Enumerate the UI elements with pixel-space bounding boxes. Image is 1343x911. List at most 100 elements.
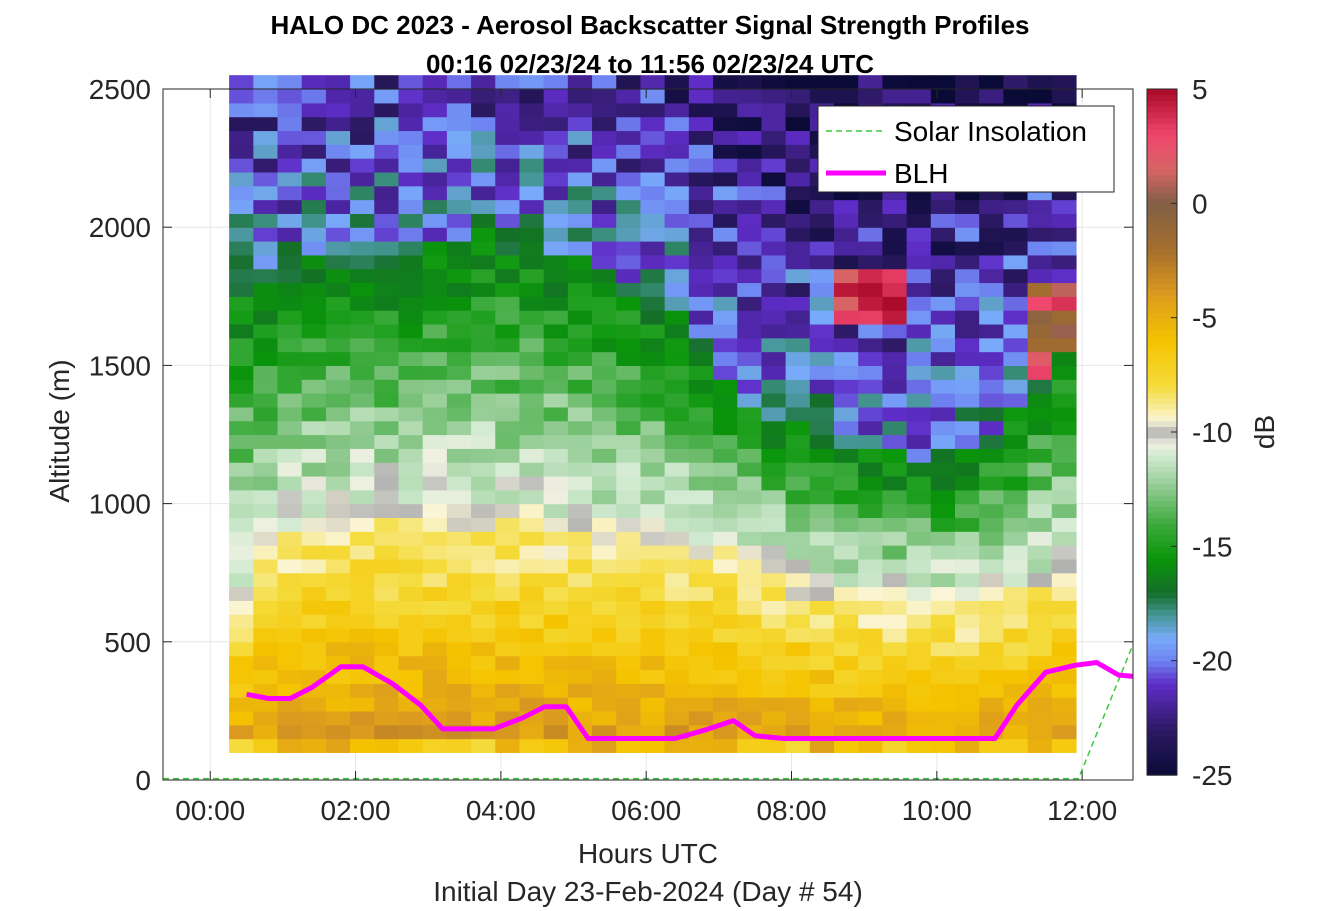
heatmap-cell	[1003, 738, 1029, 753]
heatmap-cell	[1051, 282, 1077, 297]
heatmap-cell	[858, 420, 883, 436]
heatmap-cell	[471, 710, 496, 726]
heatmap-cell	[785, 462, 811, 477]
heatmap-cell	[398, 171, 424, 187]
heatmap-cell	[543, 655, 569, 671]
heatmap-cell	[543, 683, 569, 698]
heatmap-cell	[882, 503, 908, 519]
heatmap-cell	[737, 89, 763, 104]
heatmap-cell	[1027, 296, 1053, 311]
heatmap-cell	[519, 393, 545, 408]
heatmap-cell	[495, 558, 521, 574]
heatmap-cell	[858, 531, 883, 546]
heatmap-cell	[930, 379, 956, 394]
heatmap-cell	[446, 254, 472, 270]
heatmap-cell	[471, 586, 496, 601]
colorbar-segment	[1147, 266, 1177, 273]
heatmap-cell	[640, 351, 666, 366]
heatmap-cell	[1027, 572, 1053, 588]
colorbar-segment	[1147, 500, 1177, 508]
heatmap-cell	[785, 185, 811, 201]
heatmap-cell	[543, 517, 569, 532]
heatmap-cell	[471, 545, 496, 560]
heatmap-cell	[592, 406, 617, 422]
heatmap-cell	[277, 420, 303, 436]
heatmap-cell	[592, 586, 617, 601]
heatmap-cell	[616, 600, 642, 615]
heatmap-cell	[640, 241, 666, 256]
heatmap-cell	[374, 130, 400, 145]
heatmap-cell	[422, 102, 448, 118]
colorbar-segment	[1147, 563, 1177, 570]
heatmap-cell	[930, 641, 956, 657]
heatmap-cell	[495, 545, 521, 560]
heatmap-cell	[398, 310, 424, 325]
heatmap-cell	[979, 199, 1004, 214]
heatmap-cell	[979, 545, 1004, 560]
heatmap-cell	[301, 475, 327, 491]
heatmap-cell	[398, 365, 424, 380]
heatmap-cell	[858, 296, 883, 311]
heatmap-cell	[350, 75, 375, 90]
heatmap-cell	[422, 434, 448, 449]
heatmap-cell	[422, 531, 448, 546]
heatmap-cell	[519, 144, 545, 159]
heatmap-cell	[640, 406, 666, 422]
heatmap-cell	[640, 600, 666, 615]
heatmap-cell	[543, 448, 569, 463]
heatmap-cell	[398, 144, 424, 159]
heatmap-cell	[543, 627, 569, 643]
heatmap-cell	[301, 503, 327, 519]
heatmap-cell	[713, 627, 738, 643]
heatmap-cell	[930, 448, 956, 463]
heatmap-cell	[301, 600, 327, 615]
heatmap-cell	[592, 503, 617, 519]
colorbar-segment	[1147, 546, 1177, 553]
colorbar-segment	[1147, 523, 1177, 530]
colorbar-segment	[1147, 380, 1177, 387]
heatmap-cell	[350, 420, 375, 436]
heatmap-cell	[495, 489, 521, 505]
heatmap-cell	[495, 683, 521, 698]
colorbar-segment	[1147, 437, 1177, 445]
heatmap-cell	[737, 614, 763, 629]
heatmap-cell	[688, 89, 714, 104]
heatmap-cell	[1051, 337, 1077, 353]
heatmap-cell	[979, 475, 1004, 491]
heatmap-cell	[930, 282, 956, 297]
colorbar-segment	[1147, 672, 1177, 679]
heatmap-cell	[471, 738, 496, 753]
colorbar-segment	[1147, 391, 1177, 399]
heatmap-cell	[422, 213, 448, 228]
heatmap-cell	[592, 144, 617, 159]
heatmap-cell	[325, 738, 351, 753]
x-tick-label: 02:00	[321, 795, 391, 826]
heatmap-cell	[543, 462, 569, 477]
heatmap-cell	[277, 158, 303, 173]
heatmap-cell	[858, 627, 883, 643]
colorbar-segment	[1147, 592, 1177, 599]
heatmap-cell	[471, 365, 496, 380]
heatmap-cell	[930, 199, 956, 214]
heatmap-cell	[882, 489, 908, 505]
heatmap-cell	[446, 641, 472, 657]
heatmap-cell	[664, 531, 690, 546]
heatmap-cell	[301, 282, 327, 297]
heatmap-cell	[567, 282, 593, 297]
heatmap-cell	[664, 697, 690, 712]
heatmap-cell	[567, 558, 593, 574]
blh-line	[246, 660, 1134, 741]
heatmap-cell	[1051, 227, 1077, 242]
heatmap-cell	[446, 393, 472, 408]
heatmap-cell	[398, 558, 424, 574]
heatmap-cell	[713, 199, 738, 214]
chart-title: HALO DC 2023 - Aerosol Backscatter Signa…	[270, 10, 1030, 40]
heatmap-cell	[616, 323, 642, 339]
heatmap-cell	[301, 434, 327, 449]
heatmap-cell	[325, 310, 351, 325]
heatmap-cell	[1027, 627, 1053, 643]
heatmap-cell	[834, 489, 859, 505]
heatmap-cell	[640, 379, 666, 394]
heatmap-cell	[471, 296, 496, 311]
heatmap-cell	[350, 268, 375, 284]
